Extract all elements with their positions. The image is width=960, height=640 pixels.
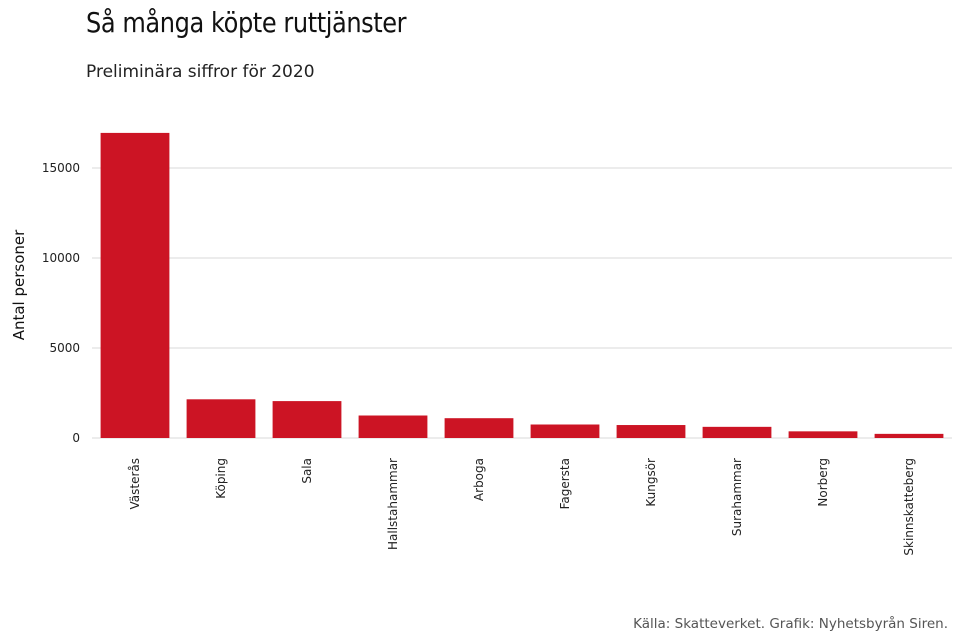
bar-köping bbox=[186, 399, 256, 438]
bars bbox=[100, 132, 944, 438]
source-credit: Källa: Skatteverket. Grafik: Nyhetsbyrån… bbox=[633, 616, 948, 632]
y-axis-label: Antal personer bbox=[10, 229, 28, 340]
bar-norberg bbox=[788, 431, 858, 438]
y-tick-label: 0 bbox=[72, 431, 80, 445]
bar-skinnskatteberg bbox=[874, 433, 944, 438]
bar-hallstahammar bbox=[358, 415, 428, 438]
x-tick-label: Fagersta bbox=[558, 458, 572, 509]
bar-surahammar bbox=[702, 426, 772, 438]
bar-västerås bbox=[100, 132, 170, 438]
x-tick-label: Arboga bbox=[472, 458, 486, 501]
y-tick-label: 15000 bbox=[42, 161, 80, 175]
y-tick-label: 10000 bbox=[42, 251, 80, 265]
x-tick-label: Västerås bbox=[128, 458, 142, 510]
bar-sala bbox=[272, 401, 342, 438]
chart-title: Så många köpte ruttjänster bbox=[86, 6, 407, 39]
bar-kungsör bbox=[616, 425, 686, 438]
y-tick-label: 5000 bbox=[49, 341, 80, 355]
x-tick-label: Skinnskatteberg bbox=[902, 458, 916, 556]
gridlines bbox=[92, 167, 952, 439]
x-tick-label: Sala bbox=[300, 458, 314, 484]
chart-subtitle: Preliminära siffror för 2020 bbox=[86, 62, 315, 82]
x-tick-label: Surahammar bbox=[730, 458, 744, 536]
x-tick-label: Köping bbox=[214, 458, 228, 499]
x-tick-label: Norberg bbox=[816, 458, 830, 507]
x-tick-label: Kungsör bbox=[644, 458, 658, 507]
bar-arboga bbox=[444, 418, 514, 438]
x-axis-ticks: Västerås Köping Sala Hallstahammar Arboga Fag… bbox=[128, 458, 916, 556]
y-axis-ticks: 0 5000 10000 15000 bbox=[42, 161, 80, 445]
bar-fagersta bbox=[530, 424, 600, 438]
x-tick-label: Hallstahammar bbox=[386, 458, 400, 550]
